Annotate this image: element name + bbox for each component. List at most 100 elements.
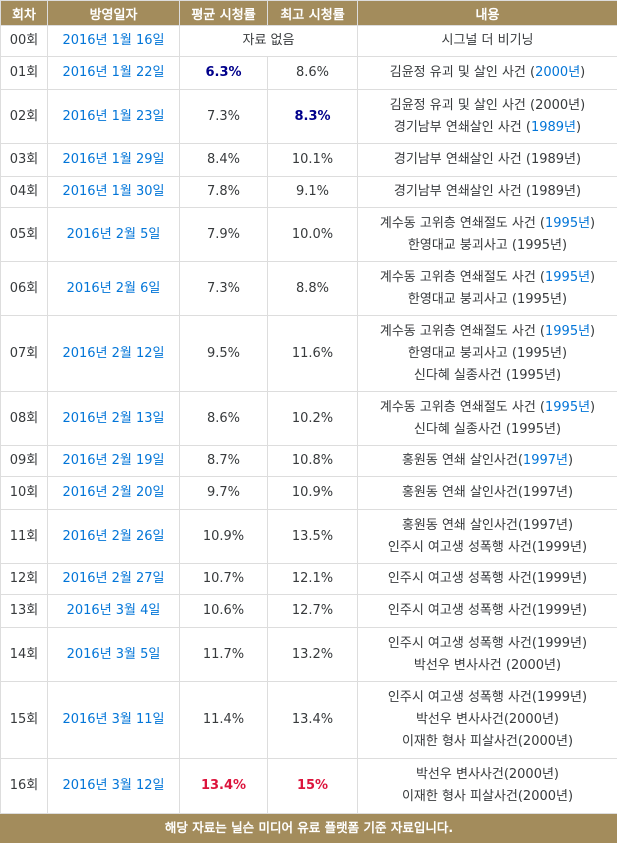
- avg-rating-cell: 11.4%: [179, 681, 268, 759]
- episode-cell: 02회: [0, 89, 48, 144]
- table-row: 10회 2016년 2월 20일 9.7% 10.9% 홍원동 연쇄 살인사건(1997…: [0, 476, 617, 510]
- air-date-link[interactable]: 2016년 2월 5일: [47, 207, 180, 262]
- avg-rating-cell: 7.3%: [179, 261, 268, 316]
- air-date-link[interactable]: 2016년 2월 6일: [47, 261, 180, 316]
- content-line: 이재한 형사 피살사건(2000년): [358, 786, 617, 808]
- header-avg-rating: 평균 시청률: [179, 0, 268, 26]
- content-line: 인주시 여고생 성폭행 사건(1999년): [358, 687, 617, 709]
- air-date-link[interactable]: 2016년 3월 4일: [47, 594, 180, 628]
- episode-cell: 05회: [0, 207, 48, 262]
- avg-rating-cell: 13.4%: [179, 758, 268, 814]
- max-rating-cell: 9.1%: [267, 176, 358, 208]
- header-row: 회차 방영일자 평균 시청률 최고 시청률 내용: [0, 0, 617, 26]
- content-line: 시그널 더 비기닝: [358, 30, 617, 52]
- air-date-link[interactable]: 2016년 2월 20일: [47, 476, 180, 510]
- air-date-link[interactable]: 2016년 2월 19일: [47, 445, 180, 477]
- air-date-link[interactable]: 2016년 2월 12일: [47, 315, 180, 392]
- content-cell: 계수동 고위층 연쇄절도 사건 (1995년) 한영대교 붕괴사고 (1995년)…: [357, 315, 617, 392]
- content-line: 박선우 변사사건(2000년): [358, 764, 617, 786]
- content-cell: 경기남부 연쇄살인 사건 (1989년): [357, 143, 617, 177]
- max-rating-cell: 13.4%: [267, 681, 358, 759]
- table-row: 00회 2016년 1월 16일 자료 없음 시그널 더 비기닝: [0, 25, 617, 57]
- content-line: 계수동 고위층 연쇄절도 사건 (1995년): [358, 213, 617, 235]
- content-line: 인주시 여고생 성폭행 사건(1999년): [358, 568, 617, 590]
- content-line: 김윤정 유괴 및 살인 사건 (2000년): [358, 62, 617, 84]
- air-date-link[interactable]: 2016년 3월 5일: [47, 627, 180, 682]
- avg-rating-cell: 11.7%: [179, 627, 268, 682]
- table-row: 07회 2016년 2월 12일 9.5% 11.6% 계수동 고위층 연쇄절도 사건 …: [0, 315, 617, 392]
- content-line: 계수동 고위층 연쇄절도 사건 (1995년): [358, 397, 617, 419]
- table-row: 12회 2016년 2월 27일 10.7% 12.1% 인주시 여고생 성폭행 사건(…: [0, 563, 617, 595]
- avg-rating-cell: 7.3%: [179, 89, 268, 144]
- avg-rating-cell: 7.8%: [179, 176, 268, 208]
- max-rating-cell: 10.9%: [267, 476, 358, 510]
- air-date-link[interactable]: 2016년 2월 26일: [47, 509, 180, 564]
- episode-cell: 07회: [0, 315, 48, 392]
- air-date-link[interactable]: 2016년 1월 22일: [47, 56, 180, 90]
- year-link[interactable]: 1997년: [522, 453, 568, 468]
- content-text-suffix: ): [590, 269, 596, 285]
- content-cell: 인주시 여고생 성폭행 사건(1999년) 박선우 변사사건 (2000년): [357, 627, 617, 682]
- table-row: 05회 2016년 2월 5일 7.9% 10.0% 계수동 고위층 연쇄절도 사건 (…: [0, 207, 617, 262]
- content-line: 박선우 변사사건(2000년): [358, 709, 617, 731]
- table-row: 01회 2016년 1월 22일 6.3% 8.6% 김윤정 유괴 및 살인 사건 (2…: [0, 56, 617, 90]
- content-line: 인주시 여고생 성폭행 사건(1999년): [358, 537, 617, 559]
- episode-cell: 00회: [0, 25, 48, 57]
- content-line: 한영대교 붕괴사고 (1995년): [358, 289, 617, 311]
- avg-rating-cell: 9.7%: [179, 476, 268, 510]
- footer-note: 해당 자료는 닐슨 미디어 유료 플랫폼 기준 자료입니다.: [0, 813, 617, 843]
- episode-cell: 01회: [0, 56, 48, 90]
- content-line: 홍원동 연쇄 살인사건(1997년): [358, 482, 617, 504]
- content-text: 한영대교 붕괴사고 (1995년): [407, 237, 568, 253]
- table-row: 04회 2016년 1월 30일 7.8% 9.1% 경기남부 연쇄살인 사건 (198…: [0, 176, 617, 208]
- header-content: 내용: [357, 0, 617, 26]
- air-date-link[interactable]: 2016년 1월 29일: [47, 143, 180, 177]
- year-link[interactable]: 1995년: [545, 399, 591, 415]
- episode-cell: 03회: [0, 143, 48, 177]
- content-line: 한영대교 붕괴사고 (1995년): [358, 343, 617, 365]
- content-text-suffix: ): [580, 65, 586, 80]
- content-text: 김윤정 유괴 및 살인 사건 (: [389, 65, 536, 80]
- content-text: 김윤정 유괴 및 살인 사건 (2000년): [389, 97, 586, 113]
- content-text: 계수동 고위층 연쇄절도 사건 (: [379, 215, 545, 231]
- year-link[interactable]: 1995년: [545, 323, 591, 339]
- content-text: 신다혜 실종사건 (1995년): [413, 367, 562, 383]
- content-line: 홍원동 연쇄 살인사건(1997년): [358, 450, 617, 472]
- table-row: 14회 2016년 3월 5일 11.7% 13.2% 인주시 여고생 성폭행 사건(1…: [0, 627, 617, 682]
- max-rating-cell: 13.5%: [267, 509, 358, 564]
- max-rating-cell: 12.1%: [267, 563, 358, 595]
- content-cell: 경기남부 연쇄살인 사건 (1989년): [357, 176, 617, 208]
- header-air-date: 방영일자: [47, 0, 180, 26]
- content-line: 계수동 고위층 연쇄절도 사건 (1995년): [358, 321, 617, 343]
- content-cell: 김윤정 유괴 및 살인 사건 (2000년): [357, 56, 617, 90]
- content-text: 경기남부 연쇄살인 사건 (: [393, 119, 531, 135]
- year-link[interactable]: 1995년: [545, 269, 591, 285]
- episode-cell: 04회: [0, 176, 48, 208]
- table-row: 08회 2016년 2월 13일 8.6% 10.2% 계수동 고위층 연쇄절도 사건 …: [0, 391, 617, 446]
- avg-rating-cell: 7.9%: [179, 207, 268, 262]
- episode-cell: 08회: [0, 391, 48, 446]
- avg-rating-cell: 6.3%: [179, 56, 268, 90]
- air-date-link[interactable]: 2016년 3월 11일: [47, 681, 180, 759]
- air-date-link[interactable]: 2016년 1월 16일: [47, 25, 180, 57]
- episode-cell: 06회: [0, 261, 48, 316]
- max-rating-cell: 10.0%: [267, 207, 358, 262]
- air-date-link[interactable]: 2016년 3월 12일: [47, 758, 180, 814]
- content-line: 계수동 고위층 연쇄절도 사건 (1995년): [358, 267, 617, 289]
- table-row: 13회 2016년 3월 4일 10.6% 12.7% 인주시 여고생 성폭행 사건(1…: [0, 594, 617, 628]
- content-line: 홍원동 연쇄 살인사건(1997년): [358, 515, 617, 537]
- content-cell: 홍원동 연쇄 살인사건(1997년): [357, 445, 617, 477]
- year-link[interactable]: 1989년: [530, 119, 577, 135]
- content-text: 인주시 여고생 성폭행 사건(1999년): [387, 690, 588, 705]
- year-link[interactable]: 1995년: [545, 215, 591, 231]
- content-cell: 박선우 변사사건(2000년) 이재한 형사 피살사건(2000년): [357, 758, 617, 814]
- content-cell: 홍원동 연쇄 살인사건(1997년): [357, 476, 617, 510]
- year-link[interactable]: 2000년: [535, 65, 581, 80]
- air-date-link[interactable]: 2016년 2월 27일: [47, 563, 180, 595]
- avg-rating-cell: 10.6%: [179, 594, 268, 628]
- air-date-link[interactable]: 2016년 1월 23일: [47, 89, 180, 144]
- air-date-link[interactable]: 2016년 1월 30일: [47, 176, 180, 208]
- air-date-link[interactable]: 2016년 2월 13일: [47, 391, 180, 446]
- content-text: 박선우 변사사건(2000년): [415, 712, 560, 727]
